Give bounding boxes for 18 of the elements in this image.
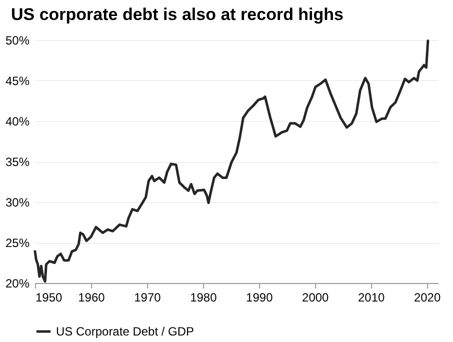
line-series bbox=[34, 40, 430, 283]
y-tick-label: 35% bbox=[5, 155, 30, 169]
x-tick-label: 1960 bbox=[78, 290, 106, 304]
y-tick-label: 50% bbox=[5, 34, 30, 48]
y-tick-label: 40% bbox=[5, 114, 30, 128]
x-tick-label: 1990 bbox=[246, 290, 274, 304]
x-tick-label: 1980 bbox=[190, 290, 218, 304]
y-tick-label: 30% bbox=[5, 196, 30, 210]
y-tick-label: 20% bbox=[5, 276, 30, 290]
legend-label: US Corporate Debt / GDP bbox=[56, 324, 194, 338]
y-tick-label: 25% bbox=[5, 236, 30, 250]
chart-title: US corporate debt is also at record highs bbox=[10, 5, 344, 24]
x-tick-label: 2000 bbox=[302, 290, 330, 304]
x-tick-label: 2020 bbox=[414, 290, 441, 304]
x-tick-label: 1970 bbox=[134, 290, 162, 304]
x-tick-label: 1950 bbox=[36, 290, 63, 304]
x-tick-label: 2010 bbox=[358, 290, 386, 304]
y-tick-label: 45% bbox=[5, 74, 30, 88]
